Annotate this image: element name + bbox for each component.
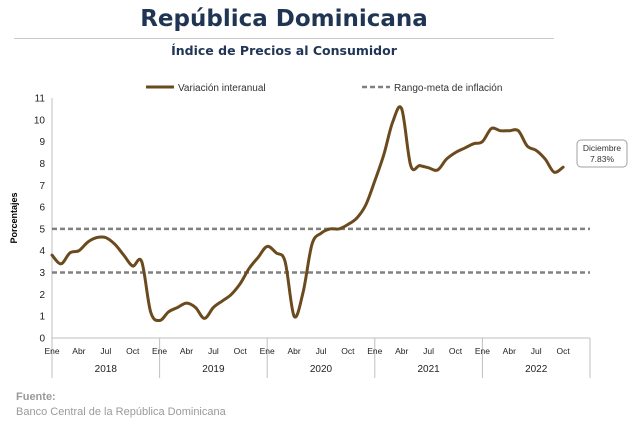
source-text: Banco Central de la República Dominicana — [16, 406, 226, 418]
x-tick-label: Ene — [44, 346, 59, 356]
x-tick-label: Jul — [423, 346, 434, 356]
page-subtitle: Índice de Precios al Consumidor — [171, 43, 397, 58]
year-label: 2019 — [202, 364, 225, 375]
x-tick-label: Abr — [287, 346, 300, 356]
y-tick-label: 1 — [39, 312, 45, 323]
x-tick-label: Oct — [449, 346, 463, 356]
x-tick-label: Jul — [100, 346, 111, 356]
legend-label-rango-meta: Rango-meta de inflación — [394, 83, 502, 94]
year-label: 2022 — [525, 364, 548, 375]
x-tick-label: Abr — [180, 346, 193, 356]
x-tick-label: Jul — [531, 346, 542, 356]
x-tick-label: Ene — [260, 346, 275, 356]
year-label: 2018 — [95, 364, 118, 375]
callout-box — [576, 139, 628, 168]
y-tick-label: 2 — [39, 290, 45, 301]
x-tick-label: Jul — [316, 346, 327, 356]
y-tick-label: 4 — [39, 246, 45, 257]
x-tick-label: Abr — [395, 346, 408, 356]
title-divider — [14, 38, 554, 39]
series-line-variacion-interanual — [50, 105, 565, 323]
x-tick-label: Oct — [126, 346, 140, 356]
callout-label: Diciembre — [583, 143, 622, 153]
y-tick-label: 10 — [34, 115, 46, 126]
x-tick-label: Oct — [341, 346, 355, 356]
y-tick-label: 5 — [39, 224, 45, 235]
y-tick-label: 3 — [39, 268, 45, 279]
x-tick-label: Oct — [556, 346, 570, 356]
x-tick-label: Abr — [72, 346, 85, 356]
y-axis-title: Porcentajes — [9, 192, 19, 243]
legend-label-variacion: Variación interanual — [178, 83, 266, 94]
y-tick-label: 6 — [39, 203, 45, 214]
y-tick-label: 8 — [39, 159, 45, 170]
x-tick-label: Ene — [152, 346, 167, 356]
page-title: República Dominicana — [140, 6, 428, 32]
x-tick-label: Ene — [367, 346, 382, 356]
x-tick-label: Oct — [234, 346, 248, 356]
year-label: 2020 — [310, 364, 333, 375]
x-tick-label: Abr — [503, 346, 516, 356]
y-tick-label: 7 — [39, 181, 45, 192]
y-tick-label: 0 — [39, 334, 45, 345]
source-label: Fuente: — [16, 391, 56, 403]
x-tick-label: Jul — [208, 346, 219, 356]
year-label: 2021 — [417, 364, 440, 375]
last-value-callout: Diciembre 7.83% — [576, 139, 628, 168]
callout-value: 7.83% — [590, 154, 615, 164]
y-tick-label: 9 — [39, 137, 45, 148]
y-tick-label: 11 — [35, 94, 46, 105]
x-tick-label: Ene — [475, 346, 490, 356]
